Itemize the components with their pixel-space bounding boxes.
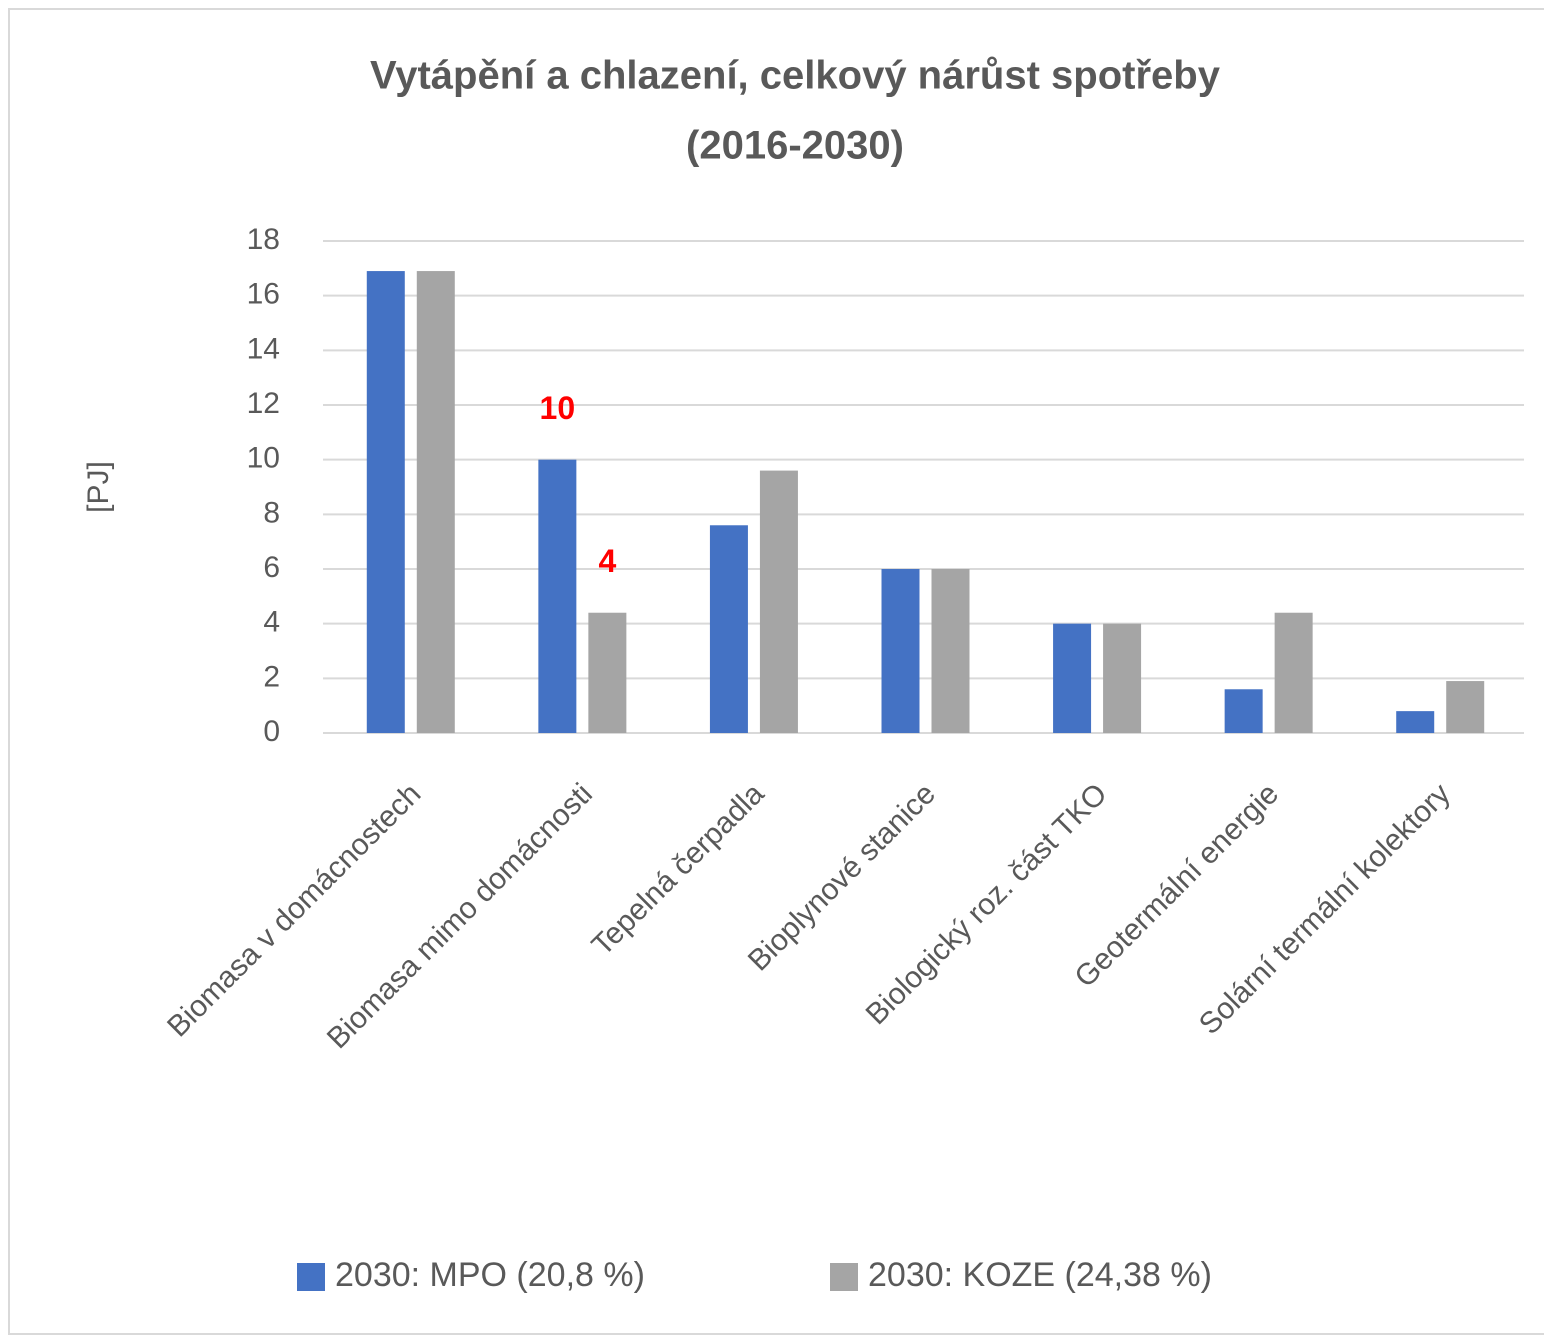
chart-subtitle: (2016-2030) (686, 124, 904, 168)
y-tick-label: 16 (247, 278, 280, 311)
bar (881, 569, 920, 733)
bar (709, 525, 748, 733)
y-tick-label: 2 (263, 660, 280, 693)
y-tick-label: 18 (247, 223, 280, 256)
bar (366, 271, 405, 733)
y-tick-label: 4 (263, 606, 280, 639)
y-tick-label: 14 (247, 332, 280, 365)
legend-label: 2030: MPO (20,8 %) (335, 1256, 645, 1294)
chart-title: Vytápění a chlazení, celkový nárůst spot… (370, 54, 1221, 98)
bar (759, 470, 798, 733)
y-tick-label: 6 (263, 551, 280, 584)
legend-label: 2030: KOZE (24,38 %) (868, 1256, 1212, 1294)
legend-swatch (830, 1263, 858, 1291)
bar (416, 271, 455, 733)
bar (931, 569, 970, 733)
value-label: 10 (540, 390, 576, 426)
bar (1224, 689, 1263, 733)
y-tick-label: 10 (247, 442, 280, 475)
bar (538, 459, 577, 733)
y-axis-label: [PJ] (82, 461, 115, 513)
y-tick-label: 8 (263, 496, 280, 529)
legend-swatch (297, 1263, 325, 1291)
bar (1103, 623, 1142, 733)
bar (1274, 612, 1313, 733)
bar (588, 612, 627, 733)
y-tick-label: 12 (247, 387, 280, 420)
bar (1396, 711, 1435, 733)
bar (1446, 681, 1485, 733)
y-tick-label: 0 (263, 715, 280, 748)
bar (1053, 623, 1092, 733)
value-label: 4 (598, 543, 616, 579)
